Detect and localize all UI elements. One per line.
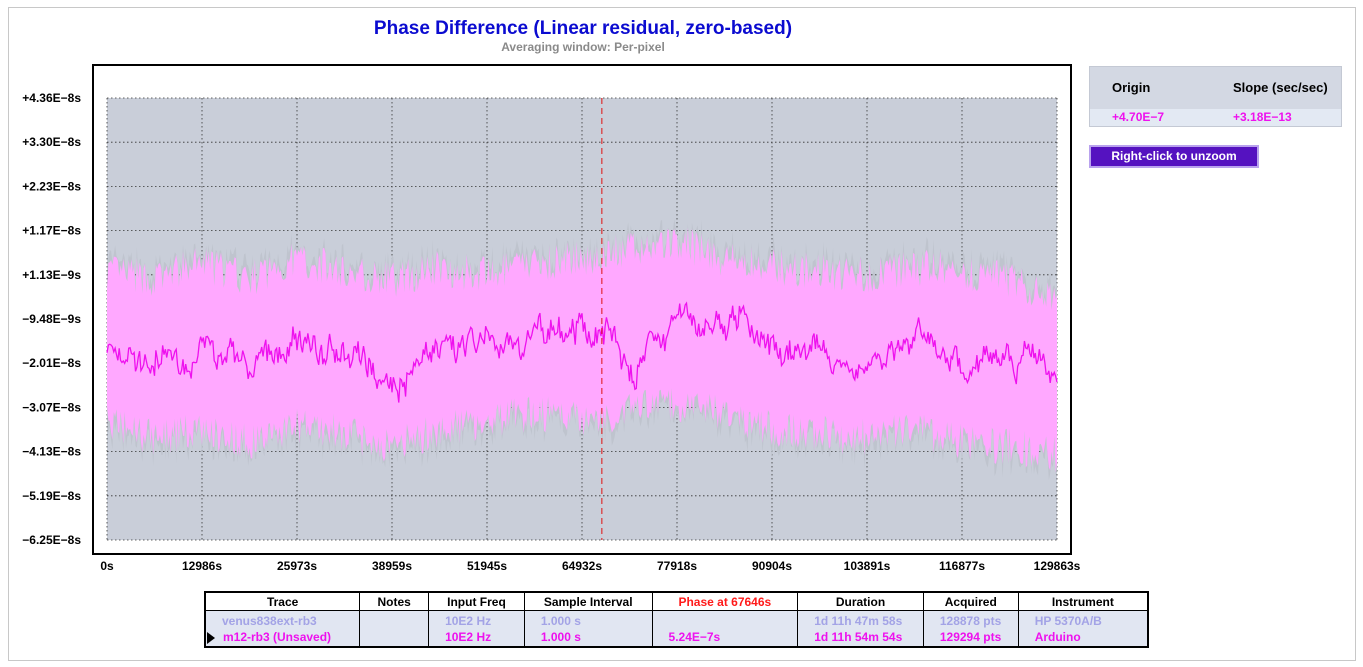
x-tick-label: 116877s	[939, 559, 985, 573]
duration-cell: 1d 11h 54m 54s	[797, 630, 924, 647]
x-tick-label: 77918s	[657, 559, 697, 573]
sample-interval-cell: 1.000 s	[523, 630, 653, 647]
x-tick-label: 64932s	[562, 559, 602, 573]
table-row[interactable]: venus838ext-rb3 10E2 Hz 1.000 s 1d 11h 4…	[204, 610, 1149, 630]
trace-info-table: Trace Notes Input Freq Sample Interval P…	[204, 591, 1149, 648]
phase-cell: 5.24E−7s	[651, 630, 799, 647]
chart-title: Phase Difference (Linear residual, zero-…	[373, 18, 793, 39]
trace-name-label: m12-rb3 (Unsaved)	[223, 630, 332, 644]
series-line	[106, 301, 1058, 403]
origin-slope-values-row: +4.70E−7 +3.18E−13	[1090, 109, 1341, 126]
trace-name[interactable]: m12-rb3 (Unsaved)	[204, 630, 361, 647]
unzoom-button[interactable]: Right-click to unzoom	[1089, 145, 1259, 168]
x-tick-label: 25973s	[277, 559, 317, 573]
y-tick-label: −4.13E−8s	[22, 445, 81, 459]
phase-cell	[651, 610, 799, 630]
origin-value: +4.70E−7	[1112, 110, 1165, 124]
col-header-input-freq[interactable]: Input Freq	[428, 591, 525, 611]
series-envelope-band	[107, 227, 1057, 473]
acquired-cell: 128878 pts	[922, 610, 1019, 630]
instrument-cell: Arduino	[1017, 630, 1149, 647]
col-header-phase[interactable]: Phase at 67646s	[651, 591, 799, 611]
x-tick-label: 129863s	[1034, 559, 1081, 573]
instrument-cell: HP 5370A/B	[1017, 610, 1149, 630]
x-tick-label: 103891s	[844, 559, 891, 573]
notes-cell[interactable]	[359, 610, 430, 630]
col-header-instrument[interactable]: Instrument	[1017, 591, 1149, 611]
table-header-row: Trace Notes Input Freq Sample Interval P…	[204, 591, 1149, 611]
y-tick-label: −9.48E−9s	[22, 312, 81, 326]
col-header-trace[interactable]: Trace	[204, 591, 361, 611]
col-header-sample-interval[interactable]: Sample Interval	[523, 591, 653, 611]
x-tick-label: 90904s	[752, 559, 792, 573]
col-header-notes[interactable]: Notes	[359, 591, 430, 611]
x-tick-label: 12986s	[182, 559, 222, 573]
input-freq-cell: 10E2 Hz	[428, 610, 525, 630]
trace-name[interactable]: venus838ext-rb3	[204, 610, 361, 630]
y-axis-ticks: +4.36E−8s +3.30E−8s +2.23E−8s +1.17E−8s +1.1…	[22, 91, 81, 547]
chart-subtitle: Averaging window: Per-pixel	[501, 40, 665, 54]
y-tick-label: +1.17E−8s	[22, 224, 81, 238]
x-tick-label: 51945s	[467, 559, 507, 573]
y-tick-label: −3.07E−8s	[22, 400, 81, 414]
col-header-duration[interactable]: Duration	[797, 591, 924, 611]
y-tick-label: +2.23E−8s	[22, 179, 81, 193]
acquired-cell: 129294 pts	[922, 630, 1019, 647]
x-tick-label: 38959s	[372, 559, 412, 573]
y-tick-label: −5.19E−8s	[22, 489, 81, 503]
y-tick-label: −6.25E−8s	[22, 533, 81, 547]
y-tick-label: +1.13E−9s	[22, 268, 81, 282]
x-tick-label: 0s	[100, 559, 114, 573]
y-tick-label: −2.01E−8s	[22, 356, 81, 370]
table-row[interactable]: m12-rb3 (Unsaved) 10E2 Hz 1.000 s 5.24E−…	[204, 630, 1149, 647]
y-tick-label: +4.36E−8s	[22, 91, 81, 105]
phase-difference-chart[interactable]: +4.36E−8s +3.30E−8s +2.23E−8s +1.17E−8s +1.1…	[0, 0, 1085, 585]
slope-header: Slope (sec/sec)	[1233, 80, 1328, 95]
origin-slope-panel: Origin Slope (sec/sec) +4.70E−7 +3.18E−1…	[1089, 66, 1342, 127]
duration-cell: 1d 11h 47m 58s	[797, 610, 924, 630]
col-header-acquired[interactable]: Acquired	[922, 591, 1019, 611]
x-axis-ticks: 0s 12986s 25973s 38959s 51945s 64932s 77918s 90…	[100, 559, 1080, 573]
y-tick-label: +3.30E−8s	[22, 135, 81, 149]
slope-value: +3.18E−13	[1233, 110, 1292, 124]
notes-cell[interactable]	[359, 630, 430, 647]
input-freq-cell: 10E2 Hz	[428, 630, 525, 647]
series-layer	[106, 218, 1058, 481]
origin-header: Origin	[1112, 80, 1151, 95]
sample-interval-cell: 1.000 s	[523, 610, 653, 630]
selected-row-pointer-icon	[207, 632, 215, 644]
